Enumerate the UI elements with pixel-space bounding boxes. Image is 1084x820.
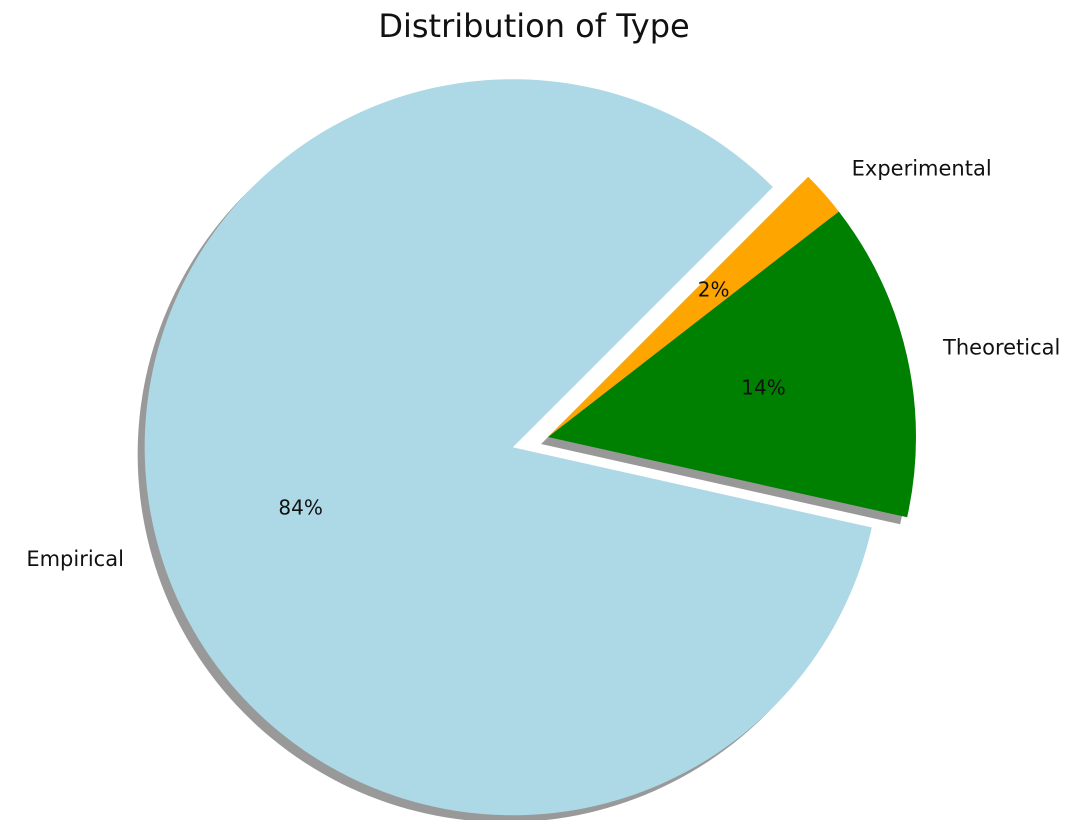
chart-title: Distribution of Type: [378, 7, 689, 45]
category-label: Experimental: [852, 156, 992, 180]
category-label: Theoretical: [942, 336, 1060, 360]
value-label: 2%: [698, 277, 730, 301]
pie-wedge: [548, 176, 839, 437]
value-label: 14%: [741, 375, 785, 399]
pie-wedge: [548, 211, 917, 518]
pie-wedge: [144, 79, 872, 816]
value-label: 84%: [278, 495, 322, 519]
category-label: Empirical: [26, 547, 124, 571]
